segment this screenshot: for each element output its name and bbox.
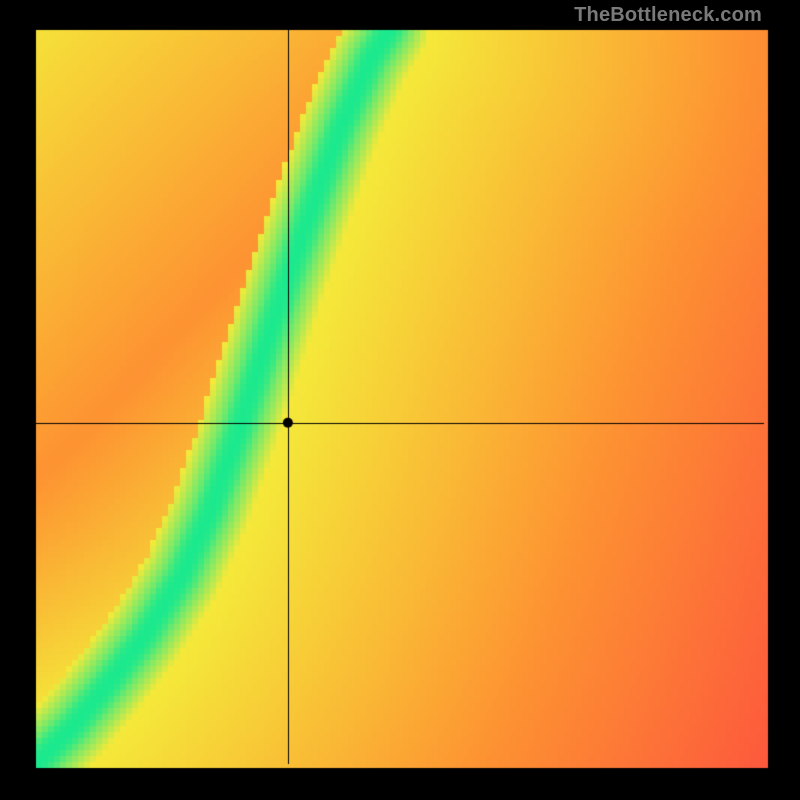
chart-root: TheBottleneck.com <box>0 0 800 800</box>
heatmap-plot <box>0 0 800 800</box>
watermark-label: TheBottleneck.com <box>574 4 762 27</box>
heatmap-canvas <box>0 0 800 800</box>
